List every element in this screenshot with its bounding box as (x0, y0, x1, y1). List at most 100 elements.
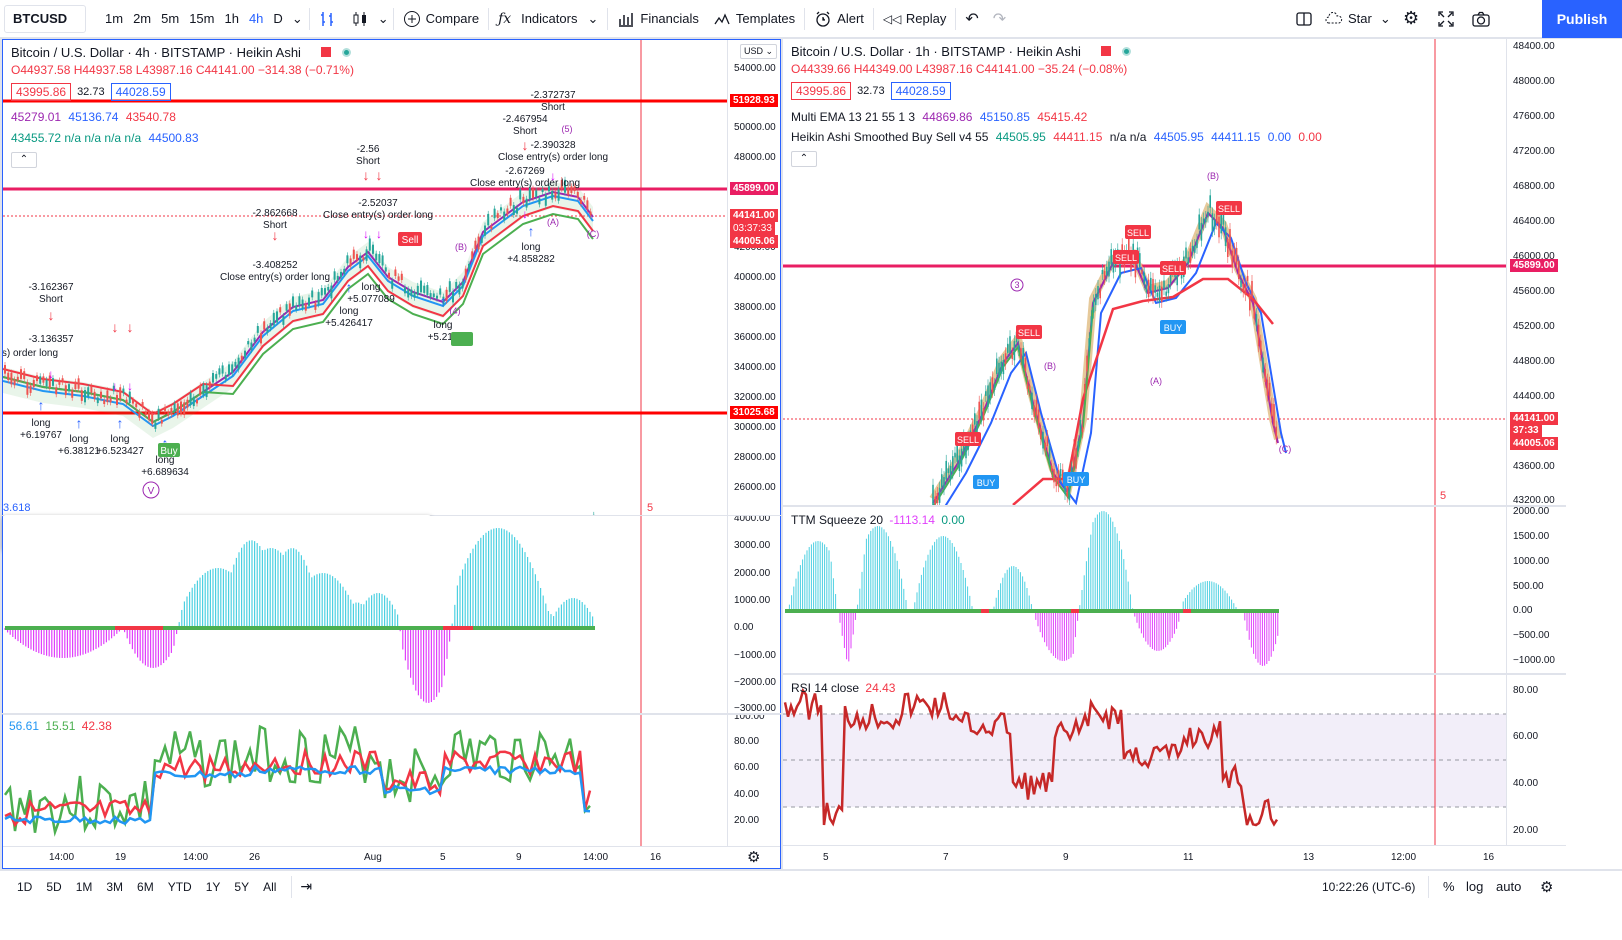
candle-body (1158, 285, 1161, 302)
undo-icon[interactable]: ↶ (965, 10, 979, 28)
right-ttm-pane[interactable]: TTM Squeeze 20 -1113.14 0.00 2000.00 1500… (783, 506, 1566, 673)
right-rsi-pane[interactable]: RSI 14 close 24.43 80.00 60.00 40.00 20.00 … (783, 674, 1566, 869)
candle-body (1088, 338, 1090, 352)
chevron-down-icon[interactable]: ⌄ (377, 10, 389, 26)
right-flag-icon[interactable] (1101, 46, 1111, 56)
strategy-annotation: -3.162367 (28, 282, 73, 293)
auto-toggle[interactable]: auto (1496, 879, 1522, 894)
clock-label[interactable]: 10:22:26 (UTC-6) (1322, 879, 1416, 894)
fullscreen-icon[interactable] (1430, 0, 1462, 38)
candle-body (1009, 336, 1011, 354)
bar-style-icon[interactable] (312, 0, 344, 38)
left-rsi-axis[interactable]: 100.00 80.00 60.00 40.00 20.00 (727, 715, 780, 846)
range-ytd[interactable]: YTD (167, 879, 192, 894)
collapse-legend-button[interactable]: ⌃ (11, 152, 37, 168)
candle-body (32, 379, 35, 388)
right-price-canvas[interactable]: SELL SELL SELL SELL SELL SELL BUY BUY BUY (B) (B) (… (783, 39, 1566, 505)
tf-d[interactable]: D (273, 11, 283, 26)
collapse-legend-button[interactable]: ⌃ (791, 151, 817, 167)
range-3m[interactable]: 3M (106, 879, 124, 894)
left-axis-settings-gear-icon[interactable]: ⚙ (747, 849, 761, 866)
alert-button[interactable]: Alert (807, 0, 871, 38)
left-time-axis[interactable]: 14:00 19 14:00 26 Aug 5 9 14:00 16 (3, 846, 780, 868)
tf-1m[interactable]: 1m (105, 11, 124, 26)
camera-icon[interactable] (1464, 0, 1498, 38)
candle-body (346, 255, 349, 264)
candle-body (176, 403, 179, 416)
redo-icon[interactable]: ↷ (992, 10, 1007, 28)
bid-box[interactable]: 43995.86 (11, 83, 72, 101)
indicators-button[interactable]: ƒx Indicators ⌄ (491, 0, 605, 38)
left-flag-icon[interactable] (321, 47, 331, 57)
range-1y[interactable]: 1Y (205, 879, 221, 894)
candle-body (138, 411, 141, 418)
candle-body (1057, 470, 1060, 487)
ask-box[interactable]: 44028.59 (890, 82, 951, 100)
range-5d[interactable]: 5D (46, 879, 62, 894)
range-all[interactable]: All (263, 879, 277, 894)
left-rsi-canvas[interactable] (3, 715, 781, 869)
range-1m[interactable]: 1M (75, 879, 93, 894)
candle-body (199, 385, 202, 395)
chevron-down-icon[interactable]: ⌄ (1379, 10, 1391, 26)
tf-5m[interactable]: 5m (161, 11, 180, 26)
right-main-chart[interactable]: SELL SELL SELL SELL SELL SELL BUY BUY BUY (B) (B) (… (783, 39, 1566, 505)
currency-selector[interactable]: USD ⌄ (740, 44, 778, 59)
right-ttm-axis[interactable]: 2000.00 1500.00 1000.00 500.00 0.00 −500.00 −1… (1506, 507, 1566, 673)
candle-body (1222, 209, 1225, 225)
ttm-axis-label: 1000.00 (1513, 556, 1550, 567)
right-time-axis[interactable]: 5 7 9 11 13 12:00 16 (783, 845, 1566, 869)
tf-4h[interactable]: 4h (248, 11, 264, 26)
templates-button[interactable]: Templates (706, 0, 802, 38)
goto-date-icon[interactable]: ⇥ (300, 878, 313, 894)
financials-button[interactable]: Financials (610, 0, 706, 38)
candle-body (416, 285, 419, 296)
publish-button[interactable]: Publish (1542, 0, 1622, 38)
left-rsi-pane[interactable]: 56.61 15.51 42.38 100.00 80.00 60.00 40.00 2… (2, 714, 781, 869)
tf-2m[interactable]: 2m (133, 11, 152, 26)
ask-box[interactable]: 44028.59 (110, 83, 171, 101)
candles-icon[interactable] (344, 0, 376, 38)
tf-15m[interactable]: 15m (189, 11, 215, 26)
price-axis-label: 26000.00 (734, 482, 776, 493)
strategy-annotation: +6.19767 (20, 430, 62, 441)
left-ttm-canvas[interactable] (3, 516, 781, 713)
chevron-down-icon[interactable]: ⌄ (291, 10, 303, 26)
compare-button[interactable]: Compare (396, 0, 486, 38)
chevron-down-icon[interactable]: ⌄ (587, 10, 599, 26)
candle-body (26, 382, 29, 395)
divider (804, 7, 806, 30)
candle-body (464, 268, 467, 280)
range-1d[interactable]: 1D (17, 879, 33, 894)
range-5y[interactable]: 5Y (234, 879, 250, 894)
symbol-search[interactable]: BTCUSD (4, 4, 86, 33)
left-symbol-title[interactable]: Bitcoin / U.S. Dollar · 4h · BITSTAMP · … (11, 45, 301, 60)
settings-gear-icon[interactable]: ⚙ (1403, 8, 1420, 28)
left-ttm-pane[interactable]: 4000.00 3000.00 2000.00 1000.00 0.00 −1000.00… (2, 516, 781, 713)
tf-1h[interactable]: 1h (224, 11, 239, 26)
percent-toggle[interactable]: % (1443, 879, 1455, 894)
star-button[interactable]: Star ⌄ (1318, 0, 1398, 38)
right-rsi-canvas[interactable] (783, 675, 1566, 869)
candle-body (965, 440, 967, 459)
candle-body (154, 422, 157, 429)
right-price-axis[interactable]: 48400.00 48000.00 47600.00 47200.00 46800.00… (1506, 39, 1566, 505)
log-toggle[interactable]: log (1466, 879, 1484, 894)
axis-settings-gear-icon[interactable]: ⚙ (1540, 878, 1554, 896)
right-ttm-canvas[interactable] (783, 507, 1566, 673)
left-price-axis[interactable]: 54000.0050000.0048000.0044000.0042000.00… (727, 40, 780, 515)
replay-button[interactable]: ◁◁ Replay (876, 0, 953, 38)
left-ttm-axis[interactable]: 4000.00 3000.00 2000.00 1000.00 0.00 −1000.00… (727, 516, 780, 713)
right-symbol-title[interactable]: Bitcoin / U.S. Dollar · 1h · BITSTAMP · … (791, 44, 1081, 59)
right-rsi-axis[interactable]: 80.00 60.00 40.00 20.00 (1506, 675, 1566, 845)
bid-box[interactable]: 43995.86 (791, 82, 852, 100)
strategy-annotation: Close entry(s) order long (220, 272, 330, 283)
layout-icon[interactable] (1288, 0, 1320, 38)
candle-body (164, 407, 166, 411)
sell-tag (1125, 225, 1151, 239)
strategy-annotation: -2.372737 (530, 90, 575, 101)
candle-body (7, 372, 10, 381)
range-6m[interactable]: 6M (137, 879, 154, 894)
